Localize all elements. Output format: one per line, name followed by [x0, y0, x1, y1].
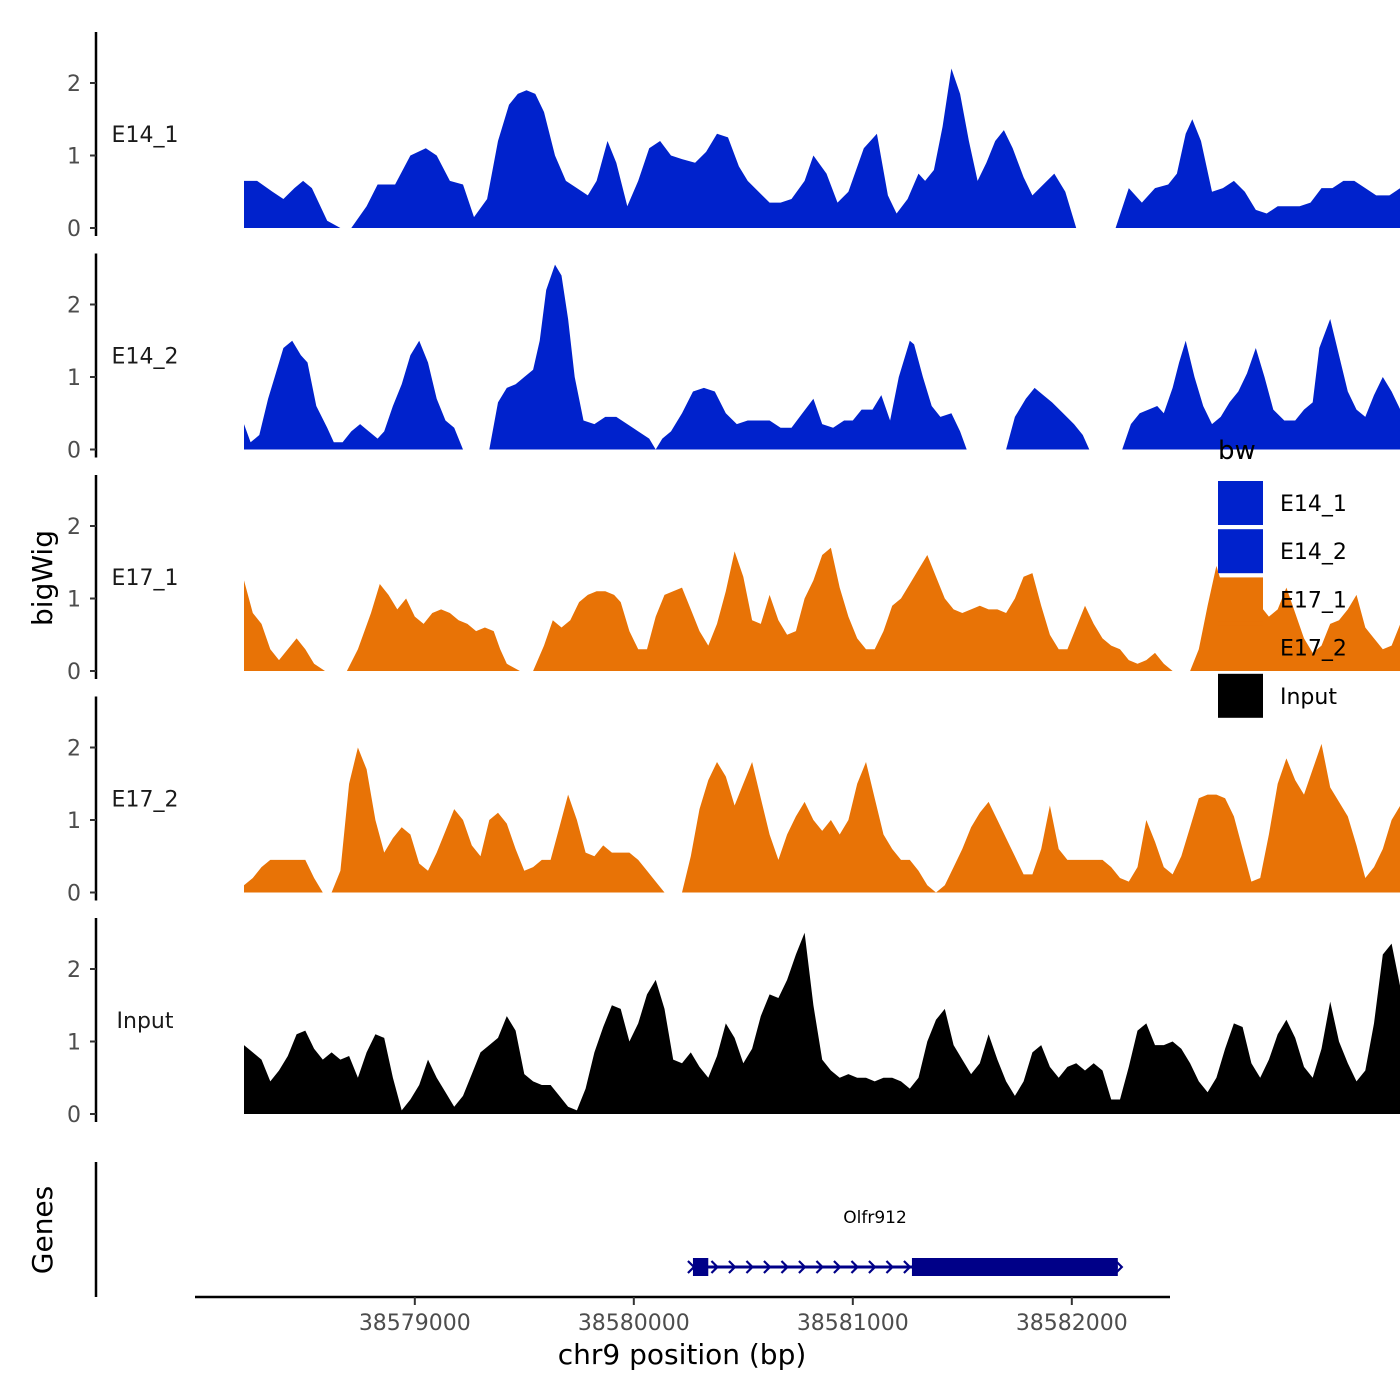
- strand-chevron: [710, 1260, 720, 1274]
- strand-chevron: [903, 1260, 912, 1274]
- strand-chevron: [780, 1260, 790, 1274]
- legend-key-e14-2: [1218, 529, 1263, 574]
- y-tick-label: 1: [67, 588, 81, 613]
- legend: bw E14_1 E14_2 E17_1 E17_2 Input: [1218, 436, 1347, 718]
- track-input: 0 1 2 Input: [67, 918, 1400, 1128]
- strand-chevron: [833, 1260, 842, 1274]
- y-tick-label: 2: [67, 515, 81, 540]
- signal-area-e14-1: [244, 68, 1400, 228]
- legend-title: bw: [1218, 436, 1256, 466]
- signal-area-e17-1: [244, 547, 1400, 671]
- y-tick-label: 0: [67, 660, 81, 685]
- y-tick-label: 0: [67, 217, 81, 242]
- strand-chevron: [798, 1260, 807, 1274]
- y-tick-label: 1: [67, 145, 81, 170]
- signal-area-input: [244, 932, 1400, 1114]
- y-tick-label: 0: [67, 439, 81, 464]
- track-name-label: Input: [117, 1009, 174, 1034]
- strand-chevron: [815, 1260, 825, 1274]
- legend-label: E17_2: [1280, 637, 1347, 662]
- x-tick-label: 38581000: [797, 1311, 909, 1336]
- track-name-label: E14_1: [112, 123, 179, 148]
- legend-key-e17-1: [1218, 577, 1263, 622]
- y-tick-label: 2: [67, 72, 81, 97]
- legend-key-input: [1218, 673, 1263, 718]
- strand-chevron: [745, 1260, 755, 1274]
- strand-chevron: [763, 1260, 772, 1274]
- x-tick-label: 38582000: [1016, 1311, 1128, 1336]
- legend-label: Input: [1280, 685, 1337, 710]
- y-tick-label: 0: [67, 1103, 81, 1128]
- legend-label: E14_2: [1280, 540, 1347, 565]
- y-tick-label: 1: [67, 1031, 81, 1056]
- y-tick-label: 0: [67, 882, 81, 907]
- x-axis-label: chr9 position (bp): [558, 1338, 807, 1371]
- y-tick-label: 2: [67, 958, 81, 983]
- strand-chevron: [885, 1260, 895, 1274]
- strand-chevron: [687, 1260, 696, 1274]
- gene-cds-exon: [911, 1258, 1118, 1276]
- y-tick-label: 1: [67, 366, 81, 391]
- gene-model-olfr912[interactable]: [687, 1258, 1124, 1276]
- y-tick-label: 2: [67, 294, 81, 319]
- legend-key-e14-1: [1218, 481, 1263, 525]
- track-e17-2: 0 1 2 E17_2: [67, 696, 1400, 907]
- strand-chevron: [868, 1260, 877, 1274]
- strand-chevron: [850, 1260, 860, 1274]
- legend-key-e17-2: [1218, 625, 1263, 670]
- genes-panel: Genes Olfr912: [26, 1162, 1124, 1297]
- legend-label: E17_1: [1280, 588, 1347, 613]
- strand-chevron: [728, 1260, 737, 1274]
- y-tick-label: 2: [67, 737, 81, 762]
- gene-name-label: Olfr912: [843, 1208, 907, 1228]
- track-e14-2: 0 1 2 E14_2: [67, 253, 1400, 464]
- y-tick-label: 1: [67, 809, 81, 834]
- y-axis-label: bigWig: [26, 530, 59, 626]
- track-e14-1: 0 1 2 E14_1: [67, 32, 1400, 242]
- x-axis: 38579000 38580000 38581000 38582000: [195, 1295, 1170, 1336]
- track-e17-1: 0 1 2 E17_1: [67, 475, 1400, 685]
- x-tick-label: 38579000: [359, 1311, 471, 1336]
- signal-area-e17-2: [244, 743, 1400, 893]
- track-name-label: E17_1: [112, 566, 179, 591]
- gene-utr-exon: [692, 1258, 709, 1276]
- legend-label: E14_1: [1280, 492, 1347, 517]
- track-name-label: E14_2: [112, 345, 179, 370]
- strand-chevron: [1115, 1260, 1124, 1274]
- x-tick-label: 38580000: [578, 1311, 690, 1336]
- genes-label: Genes: [26, 1186, 59, 1274]
- signal-area-e14-2: [244, 264, 1400, 450]
- track-panels: 0 1 2 E14_1 0 1 2 E14_2 0 1 2 E17_1 0 1 2 E17_2 0 1 2 Input: [67, 32, 1400, 1128]
- track-name-label: E17_2: [112, 788, 179, 813]
